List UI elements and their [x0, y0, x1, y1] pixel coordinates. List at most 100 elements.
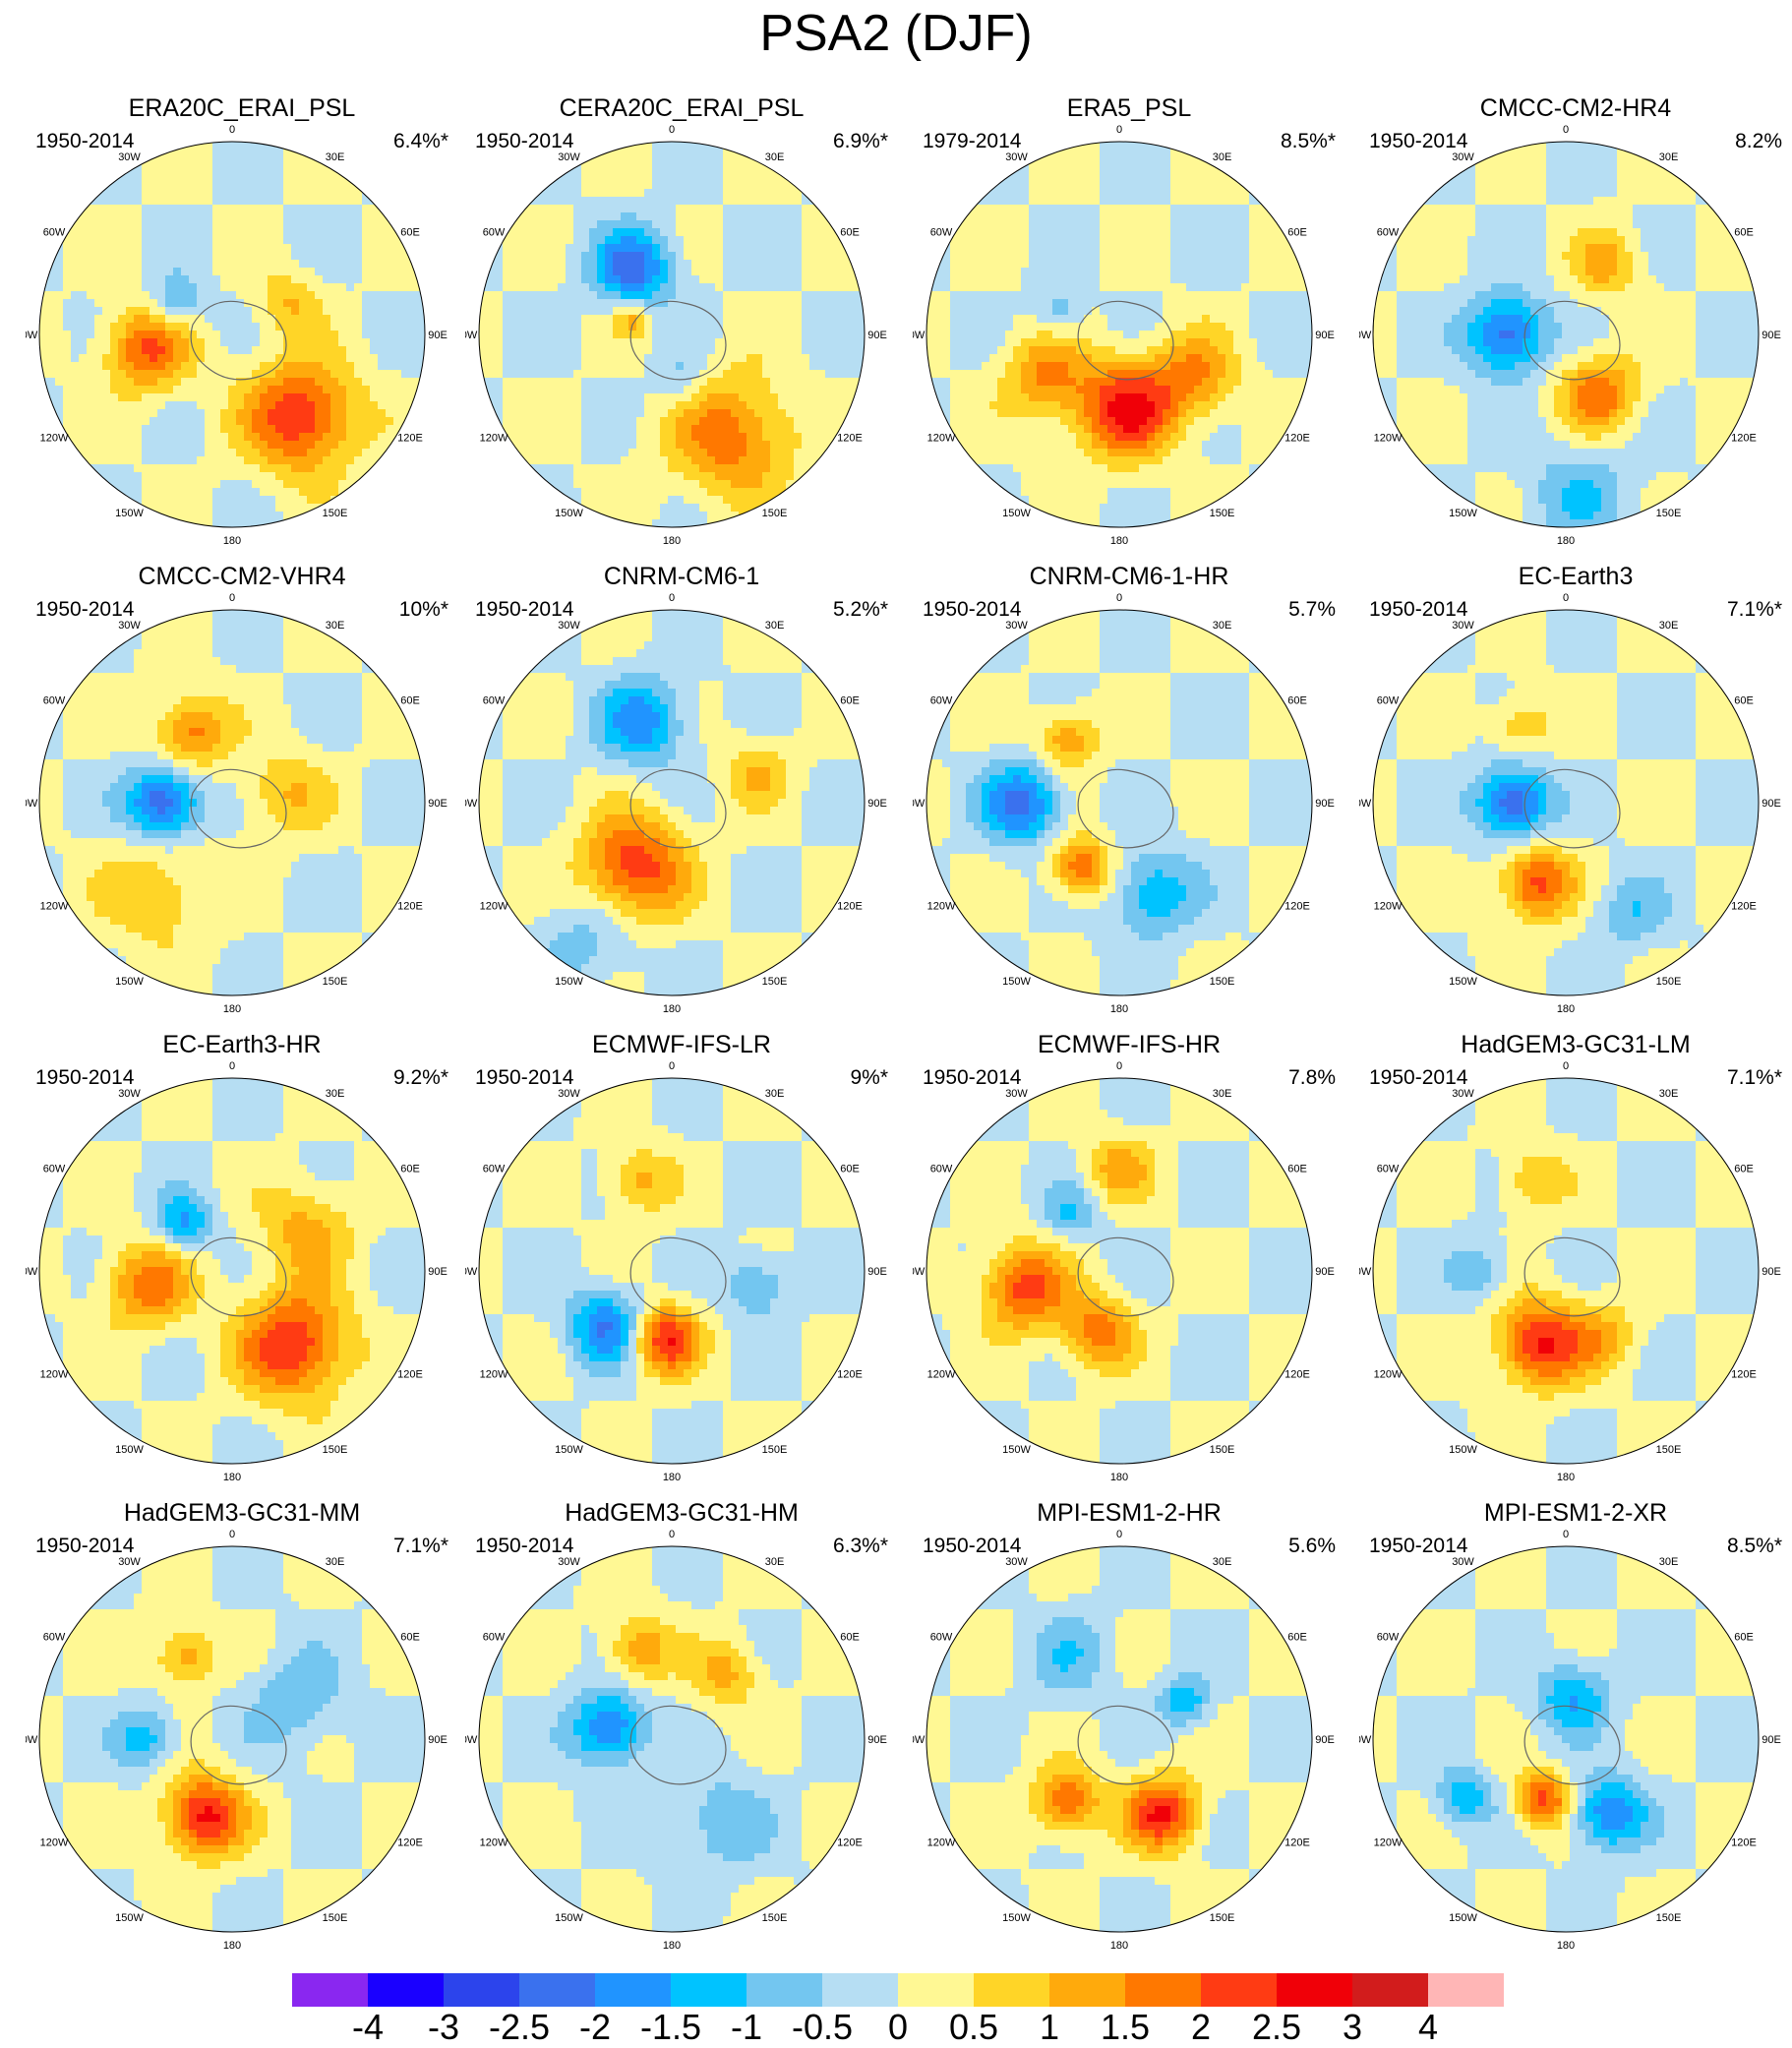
- longitude-label: 150E: [1210, 1444, 1235, 1456]
- panel-variance: 6.4%*: [393, 130, 448, 153]
- longitude-label: 150W: [555, 976, 583, 988]
- map-boundary: [38, 141, 426, 528]
- longitude-label: 150W: [115, 508, 144, 519]
- longitude-label: 60E: [1734, 695, 1754, 707]
- panel-title: ECMWF-IFS-LR: [465, 1031, 898, 1059]
- panel-variance: 7.1%*: [1727, 1066, 1782, 1090]
- panel-period: 1950-2014: [1369, 598, 1467, 622]
- colorbar-swatch: [974, 1973, 1049, 2007]
- antarctica-coastline: [1077, 768, 1174, 849]
- longitude-label: 60E: [400, 227, 420, 239]
- panel-title: HadGEM3-GC31-MM: [26, 1499, 458, 1528]
- panel-title: CNRM-CM6-1: [465, 563, 898, 591]
- longitude-label: 30E: [1659, 1088, 1679, 1100]
- polar-map: 0 30E 60E 90E 120E 150E 180 150W 120W 90W 60W 30W: [465, 1060, 887, 1483]
- longitude-label: 90E: [867, 1734, 887, 1746]
- longitude-label: 90E: [1762, 1266, 1781, 1278]
- longitude-label: 60W: [1377, 227, 1400, 239]
- longitude-label: 150W: [1002, 508, 1031, 519]
- longitude-label: 120W: [927, 1837, 956, 1849]
- longitude-label: 0: [1563, 124, 1569, 136]
- longitude-label: 30E: [1213, 620, 1232, 632]
- panel-title: CERA20C_ERAI_PSL: [465, 94, 898, 123]
- map-boundary: [478, 1077, 866, 1465]
- longitude-label: 0: [229, 1060, 235, 1072]
- longitude-label: 60E: [400, 1164, 420, 1175]
- panel-title: EC-Earth3: [1359, 563, 1792, 591]
- map-panel: 0 30E 60E 90E 120E 150E 180 150W 120W 90W 60W 30W MP…: [913, 1499, 1345, 1961]
- longitude-label: 90W: [1359, 798, 1372, 810]
- longitude-label: 30E: [326, 1556, 345, 1568]
- longitude-label: 150E: [1210, 976, 1235, 988]
- longitude-label: 120W: [1374, 901, 1403, 913]
- map-boundary: [926, 1077, 1313, 1465]
- longitude-label: 120E: [837, 901, 863, 913]
- longitude-label: 120E: [1284, 1837, 1310, 1849]
- panel-variance: 8.2%: [1735, 130, 1782, 153]
- longitude-label: 120W: [1374, 433, 1403, 445]
- longitude-label: 120E: [837, 1837, 863, 1849]
- longitude-label: 30W: [1005, 1556, 1028, 1568]
- colorbar-swatch: [898, 1973, 974, 2007]
- longitude-label: 0: [229, 592, 235, 604]
- longitude-label: 30W: [1452, 151, 1474, 163]
- map-panel: 0 30E 60E 90E 120E 150E 180 150W 120W 90W 60W 30W CM…: [26, 563, 458, 1025]
- panel-period: 1950-2014: [1369, 130, 1467, 153]
- longitude-label: 90W: [465, 1266, 478, 1278]
- panel-period: 1950-2014: [923, 1066, 1021, 1090]
- longitude-label: 150W: [115, 1912, 144, 1924]
- colorbar-labels: -4 -3 -2.5 -2 -1.5 -1 -0.5 0 0.5 1 1.5 2 2.5 3 4: [0, 2007, 1792, 2048]
- colorbar-swatch: [292, 1973, 368, 2007]
- antarctica-coastline: [190, 300, 287, 381]
- longitude-label: 60E: [840, 1632, 860, 1644]
- longitude-label: 150E: [1210, 1912, 1235, 1924]
- antarctica-coastline: [190, 1236, 287, 1317]
- longitude-label: 30E: [765, 151, 785, 163]
- longitude-label: 150W: [1449, 508, 1477, 519]
- polar-map: 0 30E 60E 90E 120E 150E 180 150W 120W 90W 60W 30W: [913, 1529, 1335, 1952]
- longitude-label: 180: [1110, 1003, 1128, 1015]
- longitude-label: 60W: [483, 1164, 506, 1175]
- longitude-label: 120W: [40, 433, 69, 445]
- panel-variance: 8.5%*: [1727, 1535, 1782, 1558]
- longitude-label: 60W: [483, 695, 506, 707]
- longitude-label: 30W: [558, 151, 580, 163]
- longitude-label: 150W: [555, 1912, 583, 1924]
- map-panel: 0 30E 60E 90E 120E 150E 180 150W 120W 90W 60W 30W ER…: [913, 94, 1345, 557]
- panel-variance: 6.9%*: [833, 130, 888, 153]
- panel-period: 1950-2014: [35, 1066, 134, 1090]
- longitude-label: 120W: [927, 433, 956, 445]
- map-panel: 0 30E 60E 90E 120E 150E 180 150W 120W 90W 60W 30W EC…: [26, 1031, 458, 1493]
- longitude-label: 90E: [867, 798, 887, 810]
- longitude-label: 60E: [1734, 227, 1754, 239]
- map-boundary: [1372, 609, 1760, 996]
- panel-variance: 10%*: [399, 598, 448, 622]
- longitude-label: 60E: [1287, 695, 1307, 707]
- longitude-label: 30E: [765, 1088, 785, 1100]
- longitude-label: 90W: [26, 330, 38, 341]
- longitude-label: 0: [1116, 1060, 1122, 1072]
- longitude-label: 30W: [1005, 151, 1028, 163]
- longitude-label: 90W: [913, 798, 926, 810]
- longitude-label: 30E: [326, 620, 345, 632]
- longitude-label: 30E: [1213, 1556, 1232, 1568]
- longitude-label: 150E: [762, 508, 788, 519]
- map-boundary: [926, 1545, 1313, 1933]
- antarctica-coastline: [629, 768, 727, 849]
- panel-title: EC-Earth3-HR: [26, 1031, 458, 1059]
- antarctica-coastline: [1523, 1236, 1621, 1317]
- panel-title: MPI-ESM1-2-XR: [1359, 1499, 1792, 1528]
- longitude-label: 150W: [1002, 976, 1031, 988]
- longitude-label: 0: [229, 1529, 235, 1540]
- colorbar-swatch: [368, 1973, 444, 2007]
- map-panel: 0 30E 60E 90E 120E 150E 180 150W 120W 90W 60W 30W MP…: [1359, 1499, 1792, 1961]
- longitude-label: 150E: [1210, 508, 1235, 519]
- longitude-label: 90W: [26, 1734, 38, 1746]
- longitude-label: 120E: [397, 1369, 423, 1381]
- map-panel: 0 30E 60E 90E 120E 150E 180 150W 120W 90W 60W 30W CN…: [465, 563, 898, 1025]
- panel-title: ERA5_PSL: [913, 94, 1345, 123]
- longitude-label: 180: [1110, 1940, 1128, 1952]
- colorbar-tick-label: -0.5: [792, 2007, 853, 2048]
- longitude-label: 120E: [397, 901, 423, 913]
- panel-variance: 7.8%: [1288, 1066, 1336, 1090]
